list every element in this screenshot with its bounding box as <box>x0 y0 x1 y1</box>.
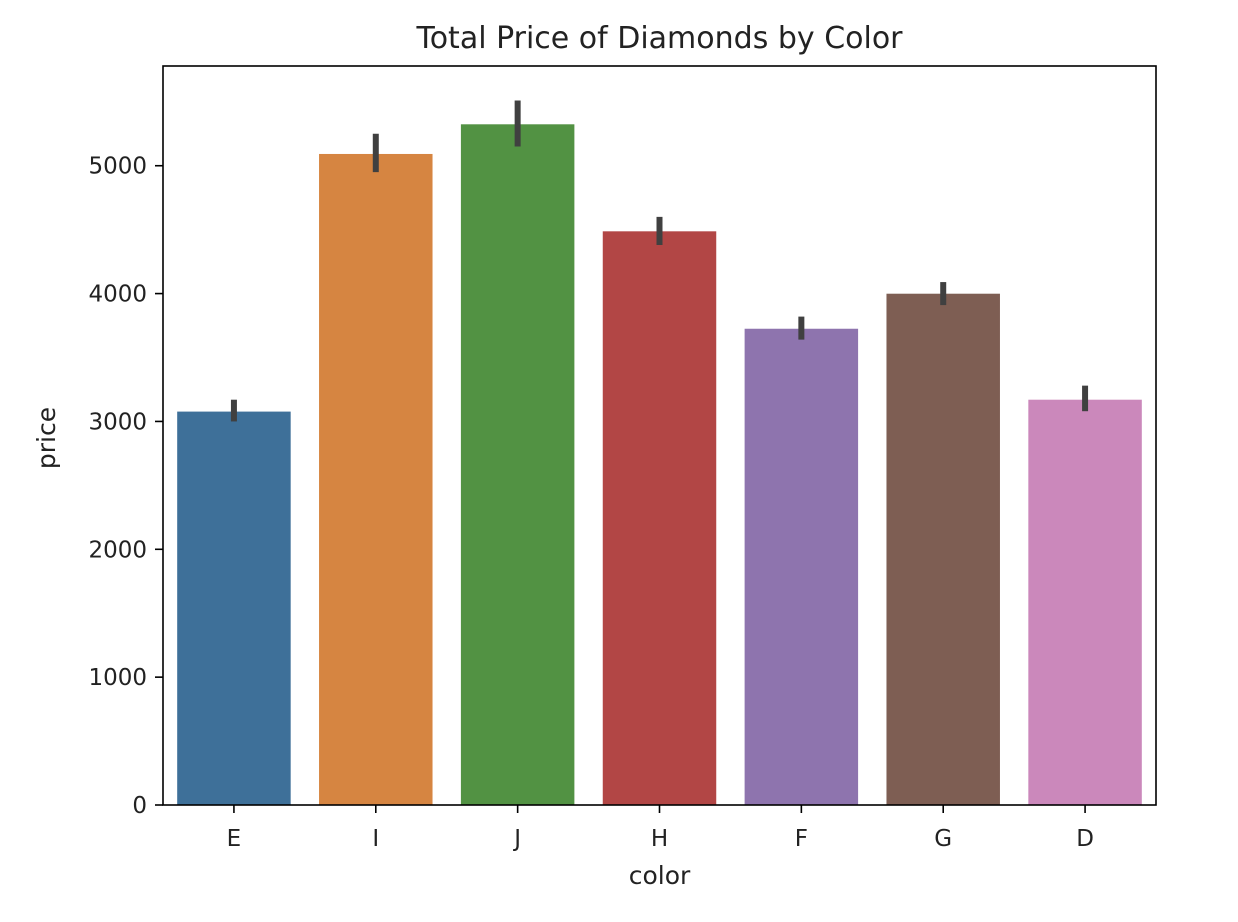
bar-E <box>177 411 291 805</box>
bar-G <box>886 293 1000 805</box>
bar-I <box>319 153 433 806</box>
y-tick-label: 3000 <box>88 409 147 435</box>
bar-F <box>744 328 859 805</box>
y-tick-label: 0 <box>132 793 147 819</box>
y-axis-ticks: 0 1000 2000 3000 4000 5000 <box>88 154 163 819</box>
y-axis-label: price <box>32 407 61 469</box>
x-tick-label: F <box>795 826 808 852</box>
x-tick-label: J <box>512 826 521 852</box>
bars-layer <box>177 124 1142 806</box>
y-tick-label: 5000 <box>88 154 147 180</box>
x-tick-label: I <box>372 826 379 852</box>
bar-D <box>1028 399 1142 805</box>
chart-title: Total Price of Diamonds by Color <box>415 21 903 56</box>
error-bars-layer <box>230 100 1089 422</box>
x-tick-label: H <box>651 826 668 852</box>
bar-J <box>460 124 575 805</box>
x-axis-label: color <box>629 861 691 890</box>
x-tick-label: E <box>227 826 242 852</box>
x-tick-label: G <box>934 826 952 852</box>
y-tick-label: 1000 <box>88 665 147 691</box>
y-tick-label: 4000 <box>88 282 147 308</box>
bar-H <box>602 231 717 805</box>
y-tick-label: 2000 <box>88 537 147 563</box>
x-tick-label: D <box>1076 826 1094 852</box>
